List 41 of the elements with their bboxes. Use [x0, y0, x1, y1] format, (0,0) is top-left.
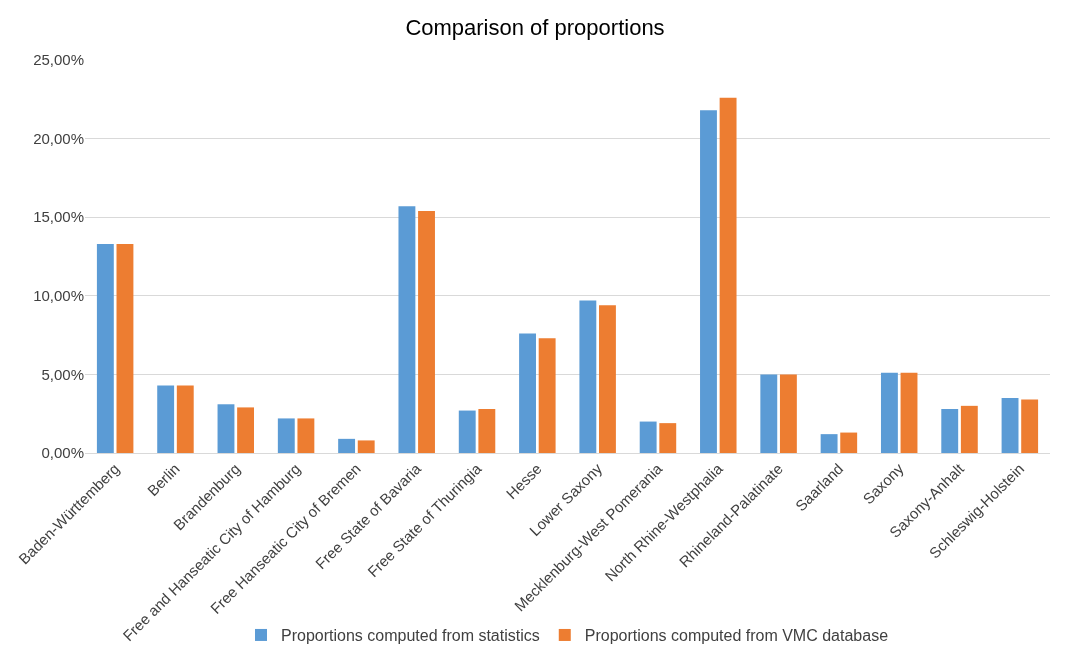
bar [700, 110, 717, 453]
bar [1021, 399, 1039, 453]
bar [639, 421, 657, 453]
y-tick-label: 15,00% [33, 208, 84, 226]
bar [176, 385, 194, 453]
bar [398, 206, 416, 453]
bar [900, 372, 918, 453]
bar [237, 407, 255, 453]
bar [157, 385, 175, 453]
bar [297, 418, 315, 453]
bar [357, 440, 375, 453]
bar [579, 300, 597, 453]
bar [458, 410, 476, 453]
bar [478, 408, 496, 453]
bar [338, 438, 356, 453]
y-tick-label: 0,00% [41, 444, 84, 462]
bar [960, 405, 978, 453]
y-tick-label: 10,00% [33, 287, 84, 305]
legend-label: Proportions computed from VMC database [584, 627, 889, 645]
bar [519, 333, 536, 453]
chart-title: Comparison of proportions [405, 15, 665, 41]
bar [96, 243, 114, 453]
bar [418, 210, 435, 453]
bar [760, 374, 778, 453]
bar [659, 423, 677, 453]
bar [217, 404, 235, 453]
bar [599, 305, 616, 453]
bar [719, 97, 737, 453]
y-tick-label: 20,00% [33, 129, 84, 147]
bar [277, 418, 295, 453]
bar [779, 374, 797, 453]
bar [116, 243, 134, 453]
bar [840, 432, 858, 453]
y-tick-label: 5,00% [41, 365, 84, 383]
bar [538, 338, 556, 453]
y-tick-label: 25,00% [33, 51, 84, 69]
bar [1001, 397, 1019, 453]
bar [820, 434, 838, 453]
legend-label: Proportions computed from statistics [281, 627, 540, 645]
bar [880, 372, 898, 453]
bar [941, 408, 959, 453]
